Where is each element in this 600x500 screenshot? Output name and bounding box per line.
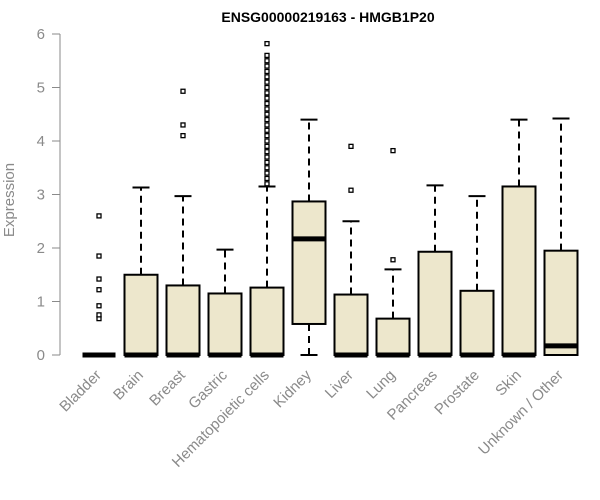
x-tick-label: Prostate — [431, 367, 483, 419]
box-5 — [249, 40, 285, 358]
box-4 — [207, 248, 243, 358]
box-body — [501, 185, 537, 356]
box-1 — [82, 213, 116, 358]
box-body — [249, 286, 285, 356]
y-tick-label: 6 — [37, 26, 45, 43]
outlier-point — [96, 276, 102, 282]
box-body — [459, 289, 495, 356]
box-body — [333, 293, 369, 357]
box-body — [165, 284, 201, 357]
box-6 — [291, 118, 327, 356]
box-11 — [501, 118, 537, 358]
outlier-point — [264, 154, 270, 160]
outlier-point — [264, 132, 270, 139]
outlier-point — [264, 58, 270, 64]
y-axis: 0 1 2 3 4 5 6 — [37, 26, 61, 364]
outlier-point — [264, 138, 270, 144]
box-12 — [543, 117, 579, 356]
y-tick-label: 2 — [37, 240, 45, 257]
box-7 — [333, 143, 369, 358]
boxes-group — [82, 40, 579, 358]
box-2 — [123, 186, 159, 358]
outlier-point — [264, 165, 270, 171]
outlier-point — [264, 106, 270, 112]
outlier-point — [348, 187, 354, 193]
y-tick-label: 4 — [37, 133, 45, 150]
outlier-point — [264, 52, 270, 59]
outlier-point — [264, 74, 270, 80]
box-3 — [165, 88, 201, 358]
y-tick-label: 3 — [37, 187, 45, 204]
outlier-point — [96, 312, 102, 318]
outlier-point — [180, 88, 186, 94]
outlier-point — [390, 147, 396, 154]
outlier-point — [348, 143, 354, 150]
outlier-point — [264, 175, 270, 182]
outlier-point — [96, 213, 102, 219]
box-body — [207, 292, 243, 357]
outlier-point — [180, 132, 186, 139]
outlier-point — [180, 122, 186, 128]
box-body — [417, 250, 453, 356]
box-body — [123, 273, 159, 356]
outlier-point — [390, 257, 396, 263]
x-tick-label: Bladder — [56, 367, 105, 416]
outlier-point — [96, 253, 102, 259]
box-10 — [459, 195, 495, 358]
box-body — [543, 249, 579, 356]
outlier-point — [264, 143, 270, 150]
x-tick-label: Breast — [146, 366, 189, 409]
outlier-point — [264, 63, 270, 69]
outlier-point — [264, 79, 270, 85]
outlier-point — [264, 84, 270, 91]
outlier-point — [264, 127, 270, 133]
x-tick-label: Skin — [492, 367, 525, 400]
outlier-point — [264, 170, 270, 176]
x-tick-label: Kidney — [270, 366, 315, 411]
x-tick-label: Liver — [322, 367, 357, 402]
outlier-point — [264, 68, 270, 75]
y-tick-label: 0 — [37, 347, 45, 364]
y-tick-label: 1 — [37, 294, 45, 311]
x-tick-label: Lung — [363, 367, 399, 403]
y-tick-label: 5 — [37, 80, 45, 97]
outlier-point — [96, 303, 102, 309]
outlier-point — [264, 181, 270, 187]
outlier-point — [264, 116, 270, 123]
chart-title: ENSG00000219163 - HMGB1P20 — [221, 9, 434, 25]
outlier-point — [264, 149, 270, 155]
outlier-point — [264, 100, 270, 107]
outlier-point — [264, 111, 270, 117]
box-9 — [417, 184, 453, 358]
outlier-point — [264, 40, 270, 47]
box-body — [375, 317, 411, 356]
outlier-point — [264, 122, 270, 128]
x-tick-label: Brain — [110, 367, 147, 404]
outlier-point — [264, 159, 270, 166]
outlier-point — [264, 95, 270, 101]
outlier-point — [264, 90, 270, 96]
y-axis-label: Expression — [1, 163, 18, 237]
box-8 — [375, 147, 411, 358]
box-body — [291, 200, 327, 325]
outlier-point — [96, 287, 102, 293]
